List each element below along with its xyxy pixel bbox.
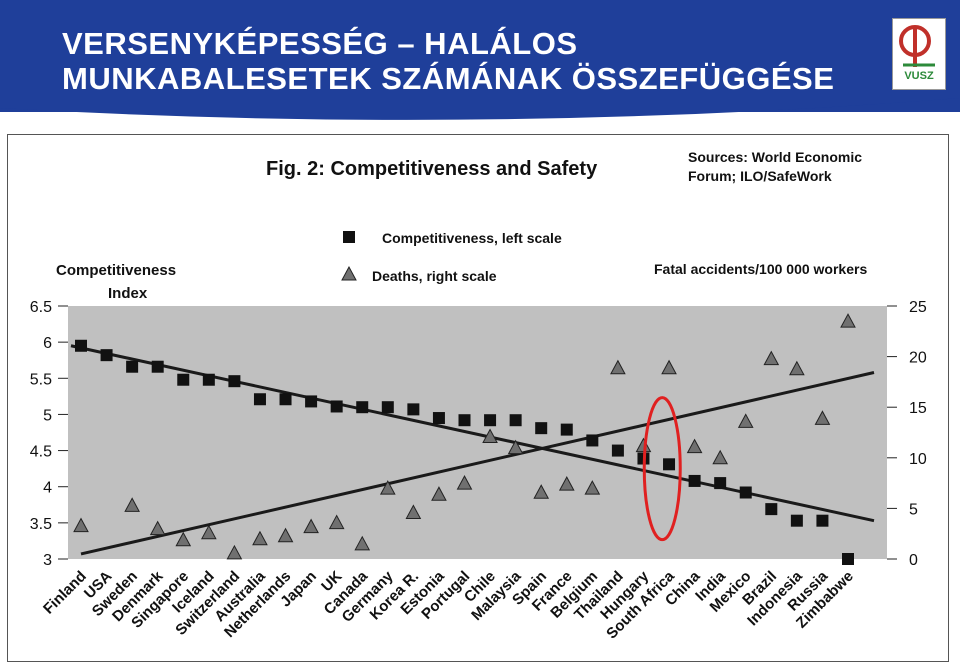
competitiveness-marker [228,375,241,388]
left-tick-label: 5.5 [30,371,52,388]
competitiveness-marker [177,373,190,386]
competitiveness-marker [458,414,471,427]
deaths-marker [610,359,626,375]
deaths-marker [482,428,498,444]
left-axis-label-line-2: Index [108,285,148,302]
competitiveness-marker [688,474,701,487]
left-tick-label: 5 [43,407,52,424]
left-tick-label: 4 [43,480,52,497]
deaths-marker [840,313,856,328]
deaths-marker [763,350,780,366]
deaths-marker [379,480,396,495]
south-africa-highlight [642,396,682,542]
chart-sources-line-1: Sources: World Economic [688,149,862,165]
competitiveness-marker [126,360,139,373]
competitiveness-marker [432,412,445,425]
right-tick-label: 10 [909,451,927,468]
chart-sources-line-2: Forum; ILO/SafeWork [688,168,832,184]
competitiveness-marker [739,486,752,499]
left-tick-label: 6 [43,335,52,352]
slide-title-line-1: VERSENYKÉPESSÉG – HALÁLOS [62,26,578,61]
organization-logo: VUSZ [892,18,946,90]
deaths-marker [661,359,677,375]
deaths-marker [584,480,601,495]
deaths-marker [328,514,345,530]
legend-square-marker [343,231,355,243]
deaths-marker [200,524,217,540]
title-banner [0,0,960,112]
legend-triangle-marker [341,265,357,281]
right-axis-label: Fatal accidents/100 000 workers [654,261,867,277]
right-tick-label: 15 [909,400,927,417]
right-tick-label: 25 [909,299,927,316]
deaths-marker [175,531,192,547]
right-tick-label: 0 [909,552,918,569]
competitiveness-marker [816,514,829,527]
deaths-marker [814,410,831,425]
competitiveness-marker [253,393,266,406]
legend-label-deaths: Deaths, right scale [372,268,497,284]
competitiveness-marker [509,414,522,427]
deaths-marker [73,517,89,533]
left-tick-label: 3.5 [30,516,52,533]
deaths-marker [686,438,703,454]
deaths-marker [533,484,550,499]
deaths-marker [252,530,268,546]
competitiveness-marker [151,360,164,373]
chart-svg: Fig. 2: Competitiveness and Safety Sourc… [30,149,927,642]
left-axis-label-line-1: Competitiveness [56,262,176,279]
deaths-marker [124,497,140,512]
deaths-marker [405,504,422,519]
plot-area [68,306,887,559]
competitiveness-marker [75,339,87,352]
deaths-marker [712,449,729,465]
competitiveness-marker [790,514,803,527]
competitiveness-marker [305,395,318,408]
deaths-marker [431,486,447,501]
competitiveness-marker [560,423,573,436]
deaths-marker [737,413,754,428]
right-tick-label: 5 [909,501,918,518]
chart-frame: Fig. 2: Competitiveness and Safety Sourc… [7,134,949,662]
competitiveness-marker [356,401,369,414]
chart-title: Fig. 2: Competitiveness and Safety [266,158,598,180]
deaths-marker [789,360,805,376]
deaths-marker [303,518,319,534]
deaths-marker [226,544,243,560]
title-banner-curve [0,96,960,120]
competitiveness-marker [586,434,599,447]
logo-text: VUSZ [904,70,934,82]
deaths-marker [277,527,294,543]
competitiveness-marker [202,373,215,386]
deaths-marker [507,439,524,455]
legend-label-competitiveness: Competitiveness, left scale [382,230,562,246]
competitiveness-marker [330,400,343,413]
competitiveness-marker [663,458,676,471]
competitiveness-marker [714,477,727,490]
competitiveness-marker [765,503,778,516]
right-tick-label: 20 [909,350,927,367]
competitiveness-marker [100,349,113,362]
slide-title-line-2: MUNKABALESETEK SZÁMÁNAK ÖSSZEFÜGGÉSE [62,61,835,96]
deaths-trend-line [80,371,875,556]
left-tick-label: 4.5 [30,444,52,461]
competitiveness-marker [407,403,420,416]
left-tick-label: 6.5 [30,299,52,316]
competitiveness-marker [611,444,624,457]
competitiveness-marker [484,414,497,427]
competitiveness-marker [535,422,548,435]
left-tick-label: 3 [43,552,52,569]
deaths-marker [354,535,371,551]
competitiveness-marker [381,401,394,414]
competitiveness-marker [842,553,854,565]
deaths-marker [558,476,575,491]
deaths-marker [456,475,473,490]
deaths-marker [149,520,166,536]
competitiveness-marker [279,393,292,406]
